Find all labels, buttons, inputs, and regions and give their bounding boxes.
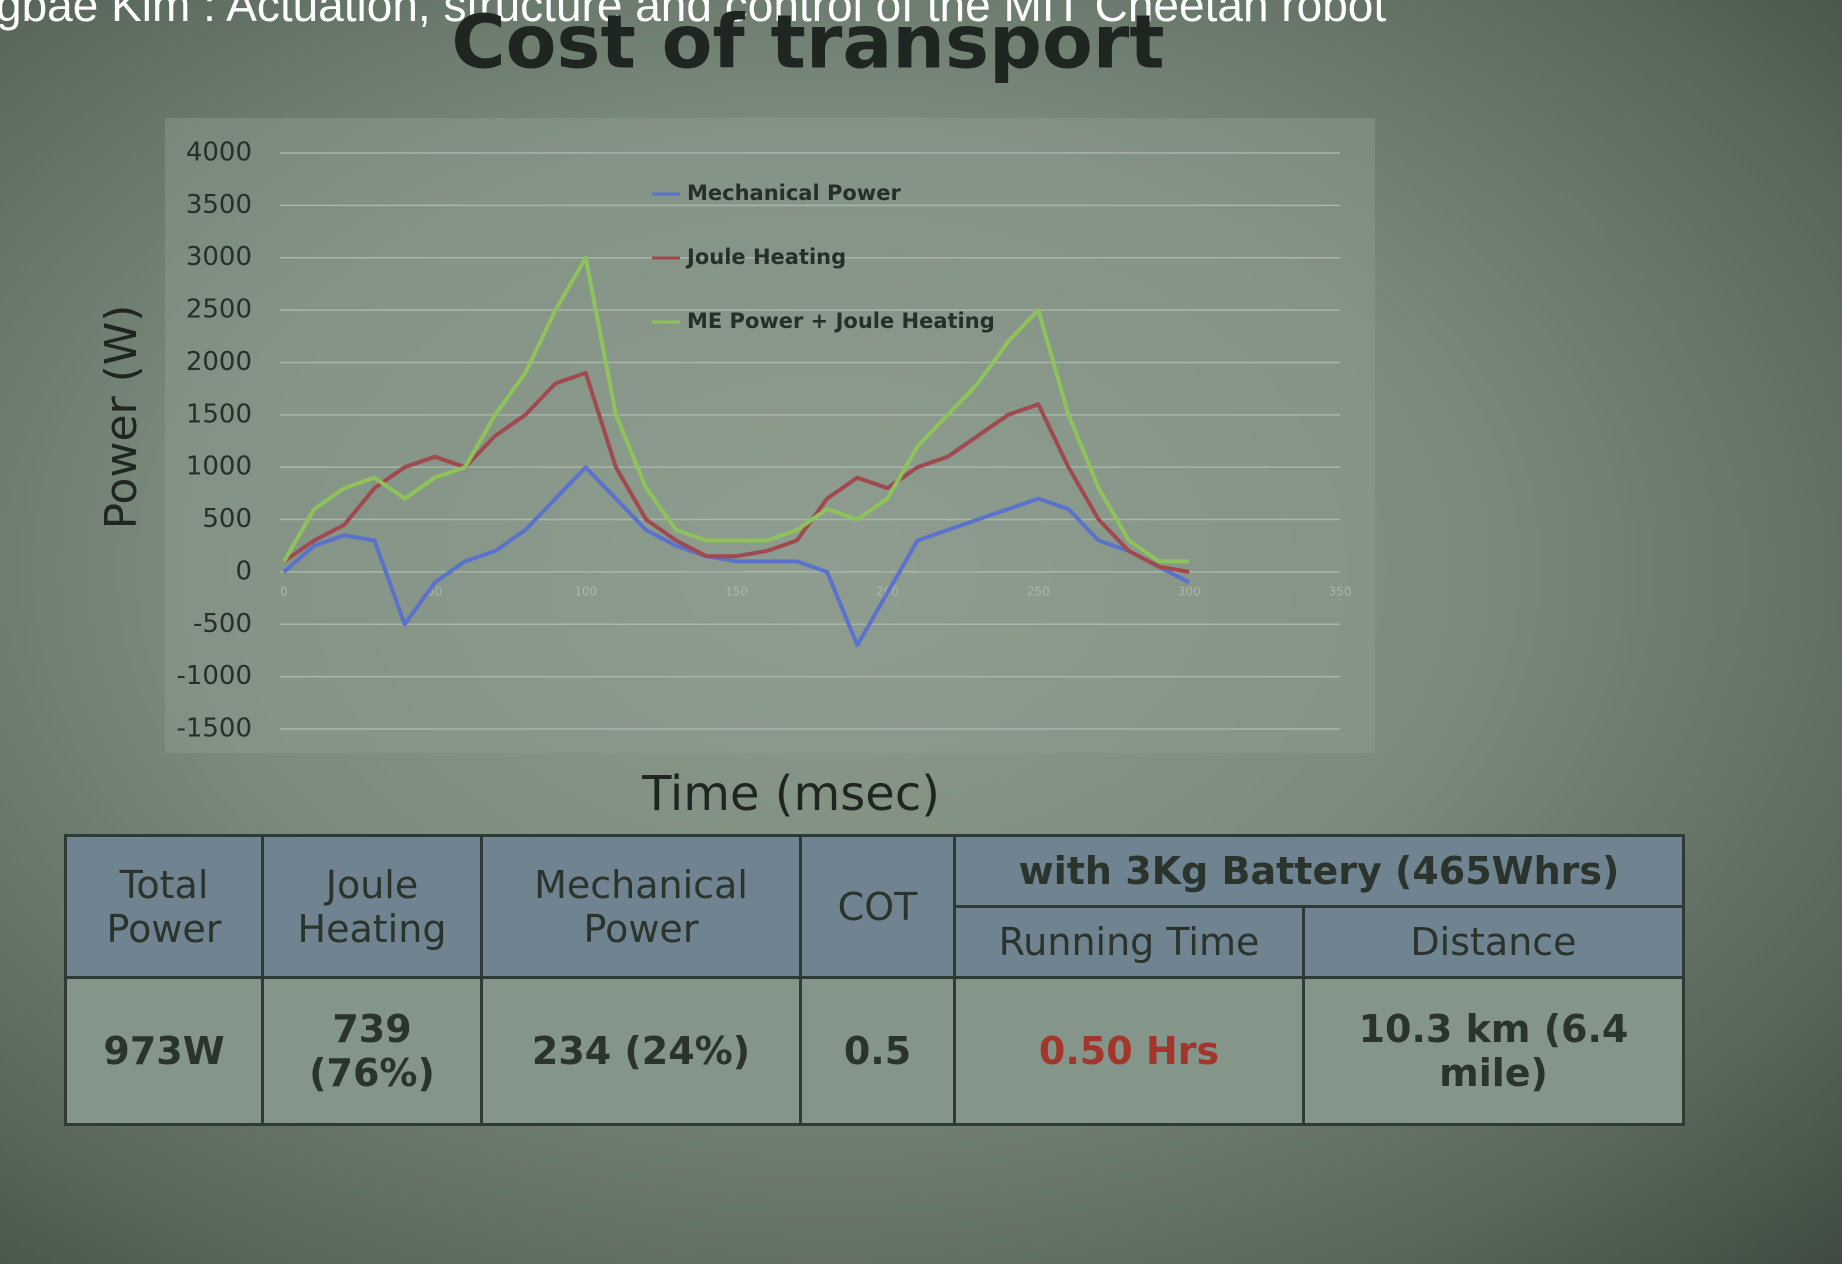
header-cell: with 3Kg Battery (465Whrs)	[953, 834, 1685, 908]
series-line	[282, 465, 1191, 648]
header-cell: Joule Heating	[261, 834, 483, 979]
header-cell: Total Power	[64, 834, 264, 979]
y-tick-label: 500	[202, 504, 252, 534]
y-tick-label: 0	[235, 556, 252, 586]
y-tick-label: -1000	[176, 661, 252, 691]
y-tick-label: 1500	[186, 399, 252, 429]
header-cell: Mechanical Power	[480, 834, 802, 979]
cell: 234 (24%)	[480, 976, 802, 1126]
x-tick-label: 0	[280, 584, 288, 598]
x-tick-label: 250	[1027, 584, 1050, 598]
y-tick-label: 1000	[186, 452, 252, 482]
x-tick-label: 150	[725, 584, 748, 598]
y-axis-label: Power (W)	[96, 305, 147, 530]
y-tick-label: 4000	[186, 138, 252, 168]
x-axis-label: Time (msec)	[641, 766, 940, 822]
y-tick-label: 3500	[186, 190, 252, 220]
chart: Cost of transport Power (W) Time (msec) …	[96, 0, 1375, 822]
legend-label: Mechanical Power	[687, 181, 901, 205]
legend-label: ME Power + Joule Heating	[687, 309, 995, 333]
summary-table: Total Power Joule Heating Mechanical Pow…	[64, 834, 1685, 1126]
y-tick-label: -500	[193, 609, 252, 639]
legend-label: Joule Heating	[685, 245, 846, 269]
video-title: gbae Kim : Actuation, structure and cont…	[0, 0, 1387, 31]
series-line	[282, 255, 1190, 564]
cell: 0.5	[799, 976, 956, 1126]
chart-title: Cost of transport	[451, 0, 1164, 86]
header-cell: Distance	[1302, 905, 1685, 979]
cell: 0.50 Hrs	[953, 976, 1305, 1126]
cell: 739 (76%)	[261, 976, 483, 1126]
cell: 973W	[64, 976, 264, 1126]
y-tick-label: 2500	[186, 295, 252, 325]
x-tick-label: 100	[574, 584, 597, 598]
header-cell: Running Time	[953, 905, 1305, 979]
cell: 10.3 km (6.4 mile)	[1302, 976, 1685, 1126]
header-cell: COT	[799, 834, 956, 979]
y-tick-label: 2000	[186, 347, 252, 377]
series-line	[282, 370, 1190, 574]
x-tick-label: 350	[1329, 584, 1352, 598]
y-tick-label: -1500	[176, 714, 252, 744]
y-tick-label: 3000	[186, 242, 252, 272]
x-tick-label: 300	[1178, 584, 1201, 598]
chart-area	[165, 118, 1375, 753]
